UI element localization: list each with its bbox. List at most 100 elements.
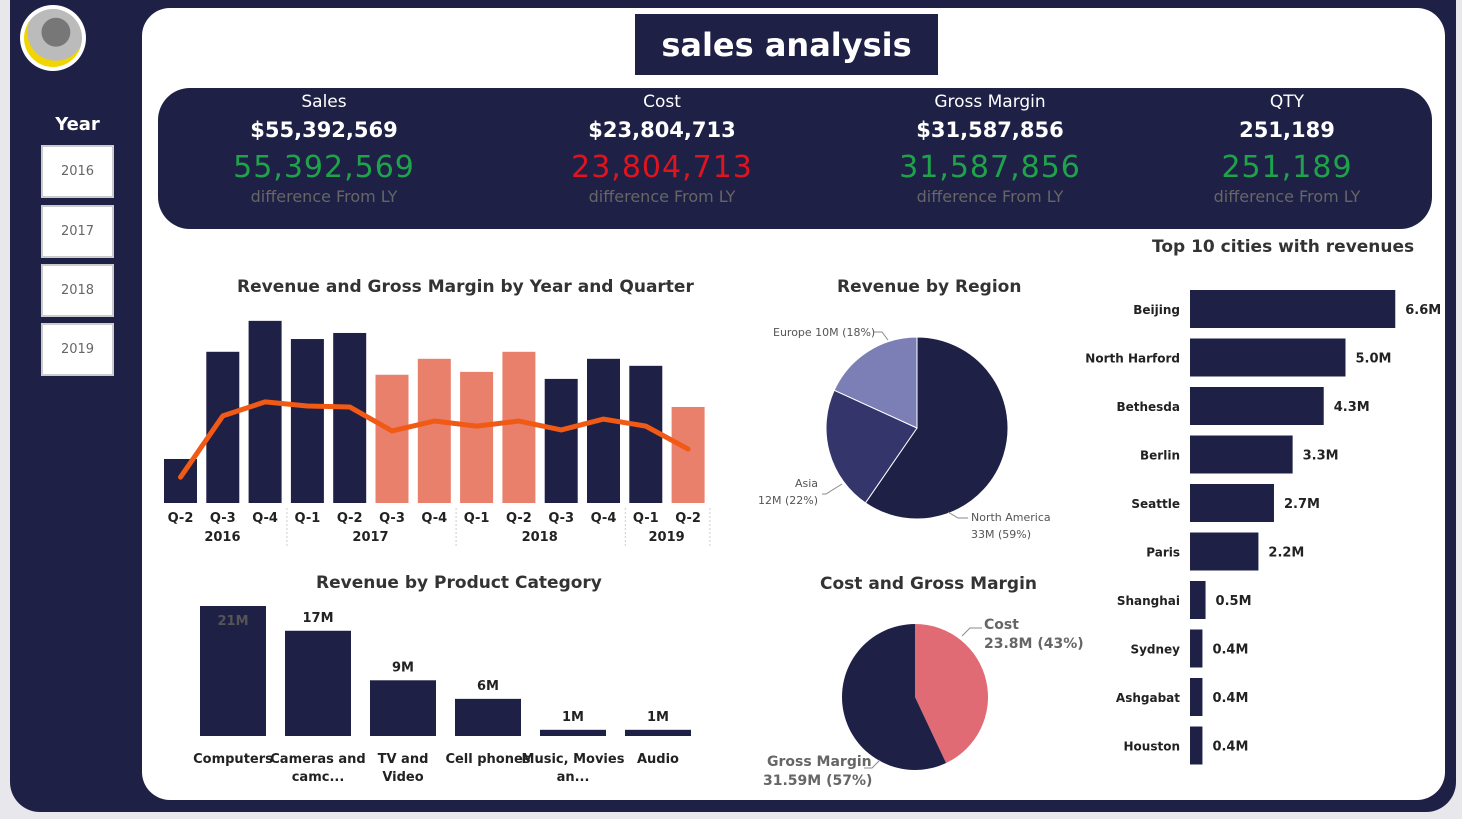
- kpi-diff: 31,587,856: [899, 150, 1081, 185]
- category-bar: [455, 698, 521, 736]
- category-value-label: 1M: [647, 710, 669, 725]
- revenue-bar: [460, 371, 494, 503]
- category-bar: [370, 680, 436, 736]
- city-label: North Harford: [1085, 352, 1180, 366]
- quarter-tick-label: Q-1: [295, 511, 321, 526]
- region-data-label: 33M (59%): [971, 528, 1031, 541]
- quarter-tick-label: Q-1: [464, 511, 490, 526]
- category-bar: [285, 630, 351, 736]
- city-value-label: 5.0M: [1356, 352, 1392, 367]
- city-label: Houston: [1124, 740, 1181, 754]
- kpi-name: Gross Margin: [934, 92, 1046, 112]
- revenue-bar: [333, 332, 367, 503]
- quarter-tick-label: Q-4: [591, 511, 617, 526]
- quarter-tick-label: Q-2: [168, 511, 194, 526]
- kpi-name: QTY: [1269, 92, 1305, 112]
- category-tick-label: Cameras and: [270, 752, 365, 767]
- category-tick-label: Computers: [193, 752, 273, 767]
- category-chart-title: Revenue by Product Category: [316, 573, 602, 593]
- kpi-value: $31,587,856: [916, 118, 1064, 142]
- revenue-bar: [671, 406, 705, 503]
- city-bar: [1190, 338, 1346, 377]
- quarter-tick-label: Q-2: [337, 511, 363, 526]
- quarter-tick-label: Q-2: [506, 511, 532, 526]
- region-slice: [825, 389, 918, 504]
- city-bar: [1190, 387, 1324, 425]
- kpi-sub: difference From LY: [1213, 187, 1361, 206]
- region-data-label: Europe 10M (18%): [773, 326, 875, 339]
- region-slice: [864, 336, 1009, 520]
- city-label: Bethesda: [1116, 400, 1180, 414]
- year-tick-label: 2017: [352, 530, 388, 545]
- city-value-label: 0.4M: [1212, 643, 1248, 658]
- year-option-2016[interactable]: 2016: [41, 145, 114, 198]
- city-value-label: 2.2M: [1268, 546, 1304, 561]
- city-value-label: 0.4M: [1212, 740, 1248, 755]
- city-bar: [1190, 532, 1259, 571]
- quarter-tick-label: Q-3: [548, 511, 574, 526]
- kpi-sub: difference From LY: [588, 187, 736, 206]
- city-label: Paris: [1146, 546, 1180, 560]
- leader-line: [961, 627, 982, 637]
- cost-margin-data-label: Cost: [984, 617, 1019, 633]
- category-tick-label: an...: [557, 770, 590, 785]
- city-bar: [1190, 484, 1274, 522]
- revenue-bar: [502, 351, 536, 503]
- kpi-value: 251,189: [1239, 118, 1335, 142]
- city-value-label: 3.3M: [1303, 449, 1339, 464]
- quarter-tick-label: Q-3: [210, 511, 236, 526]
- category-bar: [200, 606, 266, 736]
- year-option-2017[interactable]: 2017: [41, 205, 114, 258]
- quarter-tick-label: Q-4: [421, 511, 447, 526]
- kpi-qty: QTY 251,189 251,189 difference From LY: [1137, 88, 1432, 206]
- quarter-tick-label: Q-3: [379, 511, 405, 526]
- year-option-2018[interactable]: 2018: [41, 264, 114, 317]
- city-bar: [1190, 290, 1396, 328]
- kpi-gross-margin: Gross Margin $31,587,856 31,587,856 diff…: [840, 88, 1140, 206]
- city-label: Beijing: [1133, 303, 1180, 317]
- kpi-sales: Sales $55,392,569 55,392,569 difference …: [174, 88, 474, 206]
- region-data-label: 12M (22%): [758, 494, 818, 507]
- cost-margin-chart-title: Cost and Gross Margin: [820, 574, 1038, 594]
- region-data-label: North America: [971, 511, 1051, 524]
- revenue-bar: [375, 374, 409, 503]
- city-label: Berlin: [1140, 449, 1180, 463]
- category-tick-label: TV and: [378, 752, 429, 767]
- category-value-label: 6M: [477, 679, 499, 694]
- page-title: sales analysis: [635, 14, 938, 75]
- revenue-bar: [248, 320, 282, 503]
- category-tick-label: Cell phones: [445, 752, 530, 767]
- year-tick-label: 2018: [522, 530, 558, 545]
- city-value-label: 0.5M: [1216, 594, 1252, 609]
- kpi-value: $23,804,713: [588, 118, 736, 142]
- year-tick-label: 2019: [649, 530, 685, 545]
- cost-margin-slice: [915, 624, 989, 764]
- city-value-label: 4.3M: [1334, 400, 1370, 415]
- region-slice: [833, 336, 918, 429]
- cost-margin-data-label: Gross Margin: [767, 754, 872, 770]
- quarter-chart-title: Revenue and Gross Margin by Year and Qua…: [237, 277, 694, 297]
- kpi-sub: difference From LY: [916, 187, 1064, 206]
- category-tick-label: Video: [382, 770, 423, 785]
- revenue-bar: [587, 358, 620, 503]
- avatar: [20, 5, 86, 71]
- city-bar: [1190, 435, 1293, 474]
- kpi-band: Sales $55,392,569 55,392,569 difference …: [158, 88, 1432, 229]
- quarter-tick-label: Q-4: [252, 511, 278, 526]
- leader-line: [864, 759, 881, 769]
- cities-chart-title: Top 10 cities with revenues: [1152, 237, 1415, 257]
- revenue-bar: [544, 378, 578, 503]
- revenue-bar: [164, 458, 197, 503]
- revenue-bar: [206, 351, 240, 503]
- region-data-label: Asia: [795, 477, 818, 490]
- kpi-diff: 23,804,713: [571, 150, 753, 185]
- leader-line: [874, 331, 889, 341]
- category-tick-label: Music, Movies: [522, 752, 625, 767]
- year-slicer-label: Year: [55, 114, 100, 135]
- category-value-label: 17M: [302, 611, 333, 626]
- category-bar: [540, 729, 606, 736]
- category-value-label: 9M: [392, 660, 414, 675]
- year-option-2019[interactable]: 2019: [41, 323, 114, 376]
- city-label: Ashgabat: [1116, 691, 1180, 705]
